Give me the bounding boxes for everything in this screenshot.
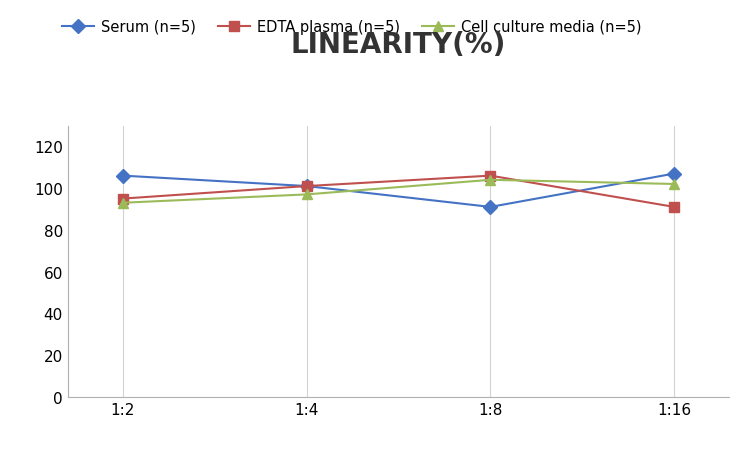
EDTA plasma (n=5) <box>118 197 127 202</box>
EDTA plasma (n=5) <box>302 184 311 189</box>
Serum (n=5) <box>486 205 495 210</box>
Cell culture media (n=5) <box>486 178 495 183</box>
Line: Cell culture media (n=5): Cell culture media (n=5) <box>118 175 679 208</box>
Cell culture media (n=5) <box>118 201 127 206</box>
Cell culture media (n=5) <box>302 192 311 198</box>
EDTA plasma (n=5) <box>670 205 679 210</box>
Legend: Serum (n=5), EDTA plasma (n=5), Cell culture media (n=5): Serum (n=5), EDTA plasma (n=5), Cell cul… <box>62 20 642 35</box>
EDTA plasma (n=5) <box>486 174 495 179</box>
Cell culture media (n=5) <box>670 182 679 187</box>
Line: Serum (n=5): Serum (n=5) <box>118 169 679 212</box>
Line: EDTA plasma (n=5): EDTA plasma (n=5) <box>118 171 679 212</box>
Serum (n=5) <box>302 184 311 189</box>
Text: LINEARITY(%): LINEARITY(%) <box>291 31 506 59</box>
Serum (n=5) <box>670 171 679 177</box>
Serum (n=5) <box>118 174 127 179</box>
